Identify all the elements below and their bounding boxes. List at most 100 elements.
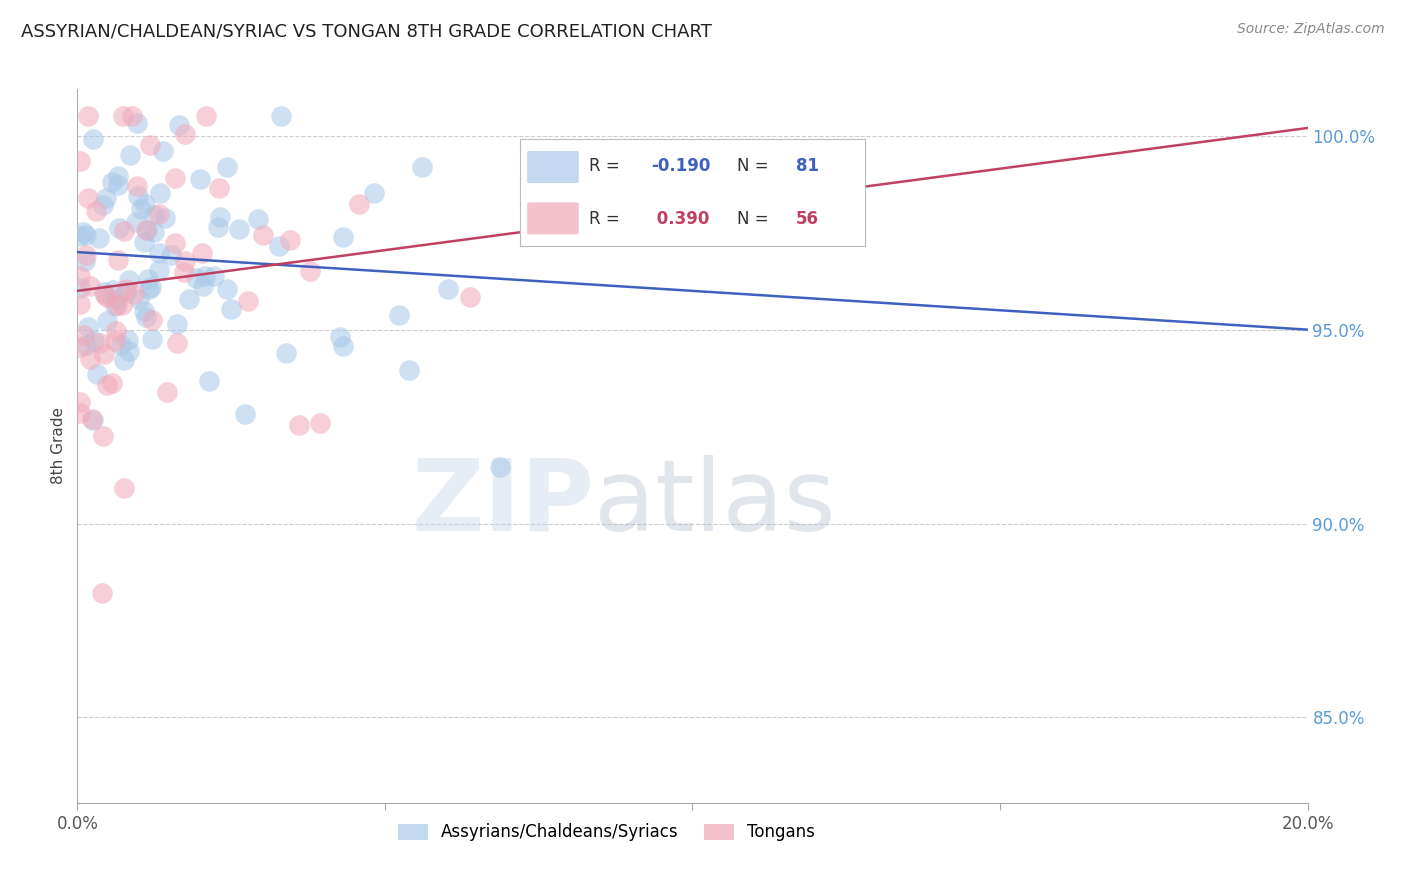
Point [184, 271, 207, 285]
Point [437, 282, 460, 296]
Point [125, 215, 148, 229]
Point [219, 301, 242, 316]
Point [112, 353, 135, 368]
Point [280, 233, 302, 247]
Point [69, 228, 91, 243]
Point [73, 328, 96, 343]
Point [193, 269, 215, 284]
Point [82, 132, 104, 146]
Point [208, 181, 231, 195]
Point [93, 288, 115, 302]
Point [120, 148, 142, 162]
Point [329, 330, 352, 344]
Point [75, 338, 97, 352]
Point [107, 298, 129, 312]
Point [138, 137, 160, 152]
Point [309, 416, 332, 430]
Point [96, 314, 118, 328]
Point [115, 282, 138, 296]
Point [91, 586, 114, 600]
Point [118, 273, 141, 287]
Point [80, 412, 103, 426]
Point [233, 407, 256, 421]
Point [96, 290, 118, 304]
Point [105, 292, 128, 306]
Point [117, 343, 139, 358]
Point [288, 418, 311, 433]
Point [143, 225, 166, 239]
Point [411, 160, 433, 174]
Point [108, 221, 131, 235]
Point [135, 310, 157, 325]
Point [134, 196, 156, 211]
Point [191, 245, 214, 260]
Text: ZIP: ZIP [411, 455, 595, 551]
Point [79, 278, 101, 293]
Point [174, 127, 197, 141]
Point [127, 188, 149, 202]
Point [75, 227, 97, 242]
Point [136, 272, 159, 286]
Point [193, 279, 215, 293]
Point [148, 207, 170, 221]
Point [332, 339, 354, 353]
Point [111, 297, 134, 311]
Point [270, 109, 292, 123]
Point [236, 293, 259, 308]
Point [125, 115, 148, 129]
Point [104, 324, 127, 338]
Point [129, 202, 152, 216]
Point [96, 377, 118, 392]
Point [117, 333, 139, 347]
Point [107, 169, 129, 183]
Point [101, 175, 124, 189]
Point [143, 208, 166, 222]
Point [112, 224, 135, 238]
Point [173, 265, 195, 279]
Point [163, 236, 186, 251]
Point [198, 374, 221, 388]
Point [149, 186, 172, 200]
Text: atlas: atlas [595, 455, 835, 551]
Point [160, 248, 183, 262]
Y-axis label: 8th Grade: 8th Grade [51, 408, 66, 484]
Point [156, 385, 179, 400]
Point [79, 351, 101, 366]
Point [83, 334, 105, 349]
Point [166, 336, 188, 351]
Text: ASSYRIAN/CHALDEAN/SYRIAC VS TONGAN 8TH GRADE CORRELATION CHART: ASSYRIAN/CHALDEAN/SYRIAC VS TONGAN 8TH G… [21, 22, 711, 40]
Point [89, 231, 111, 245]
Point [114, 285, 136, 300]
Point [217, 282, 239, 296]
Point [107, 253, 129, 268]
Point [298, 264, 321, 278]
Point [112, 109, 135, 123]
Point [332, 230, 354, 244]
Point [138, 282, 160, 296]
Point [349, 197, 371, 211]
Point [86, 367, 108, 381]
Point [132, 303, 155, 318]
Point [77, 191, 100, 205]
Point [69, 340, 91, 354]
Point [489, 459, 512, 474]
Text: Source: ZipAtlas.com: Source: ZipAtlas.com [1237, 22, 1385, 37]
Point [207, 220, 229, 235]
Point [167, 118, 190, 132]
Point [121, 109, 143, 123]
Point [177, 292, 200, 306]
Point [141, 332, 163, 346]
Point [73, 253, 96, 268]
Point [122, 286, 145, 301]
Point [89, 336, 111, 351]
Point [110, 338, 132, 352]
Point [82, 413, 104, 427]
Point [84, 203, 107, 218]
Point [69, 281, 91, 295]
Point [136, 223, 159, 237]
Point [148, 262, 170, 277]
Point [208, 211, 231, 225]
Point [246, 212, 269, 227]
Point [75, 248, 97, 262]
Point [128, 292, 150, 306]
